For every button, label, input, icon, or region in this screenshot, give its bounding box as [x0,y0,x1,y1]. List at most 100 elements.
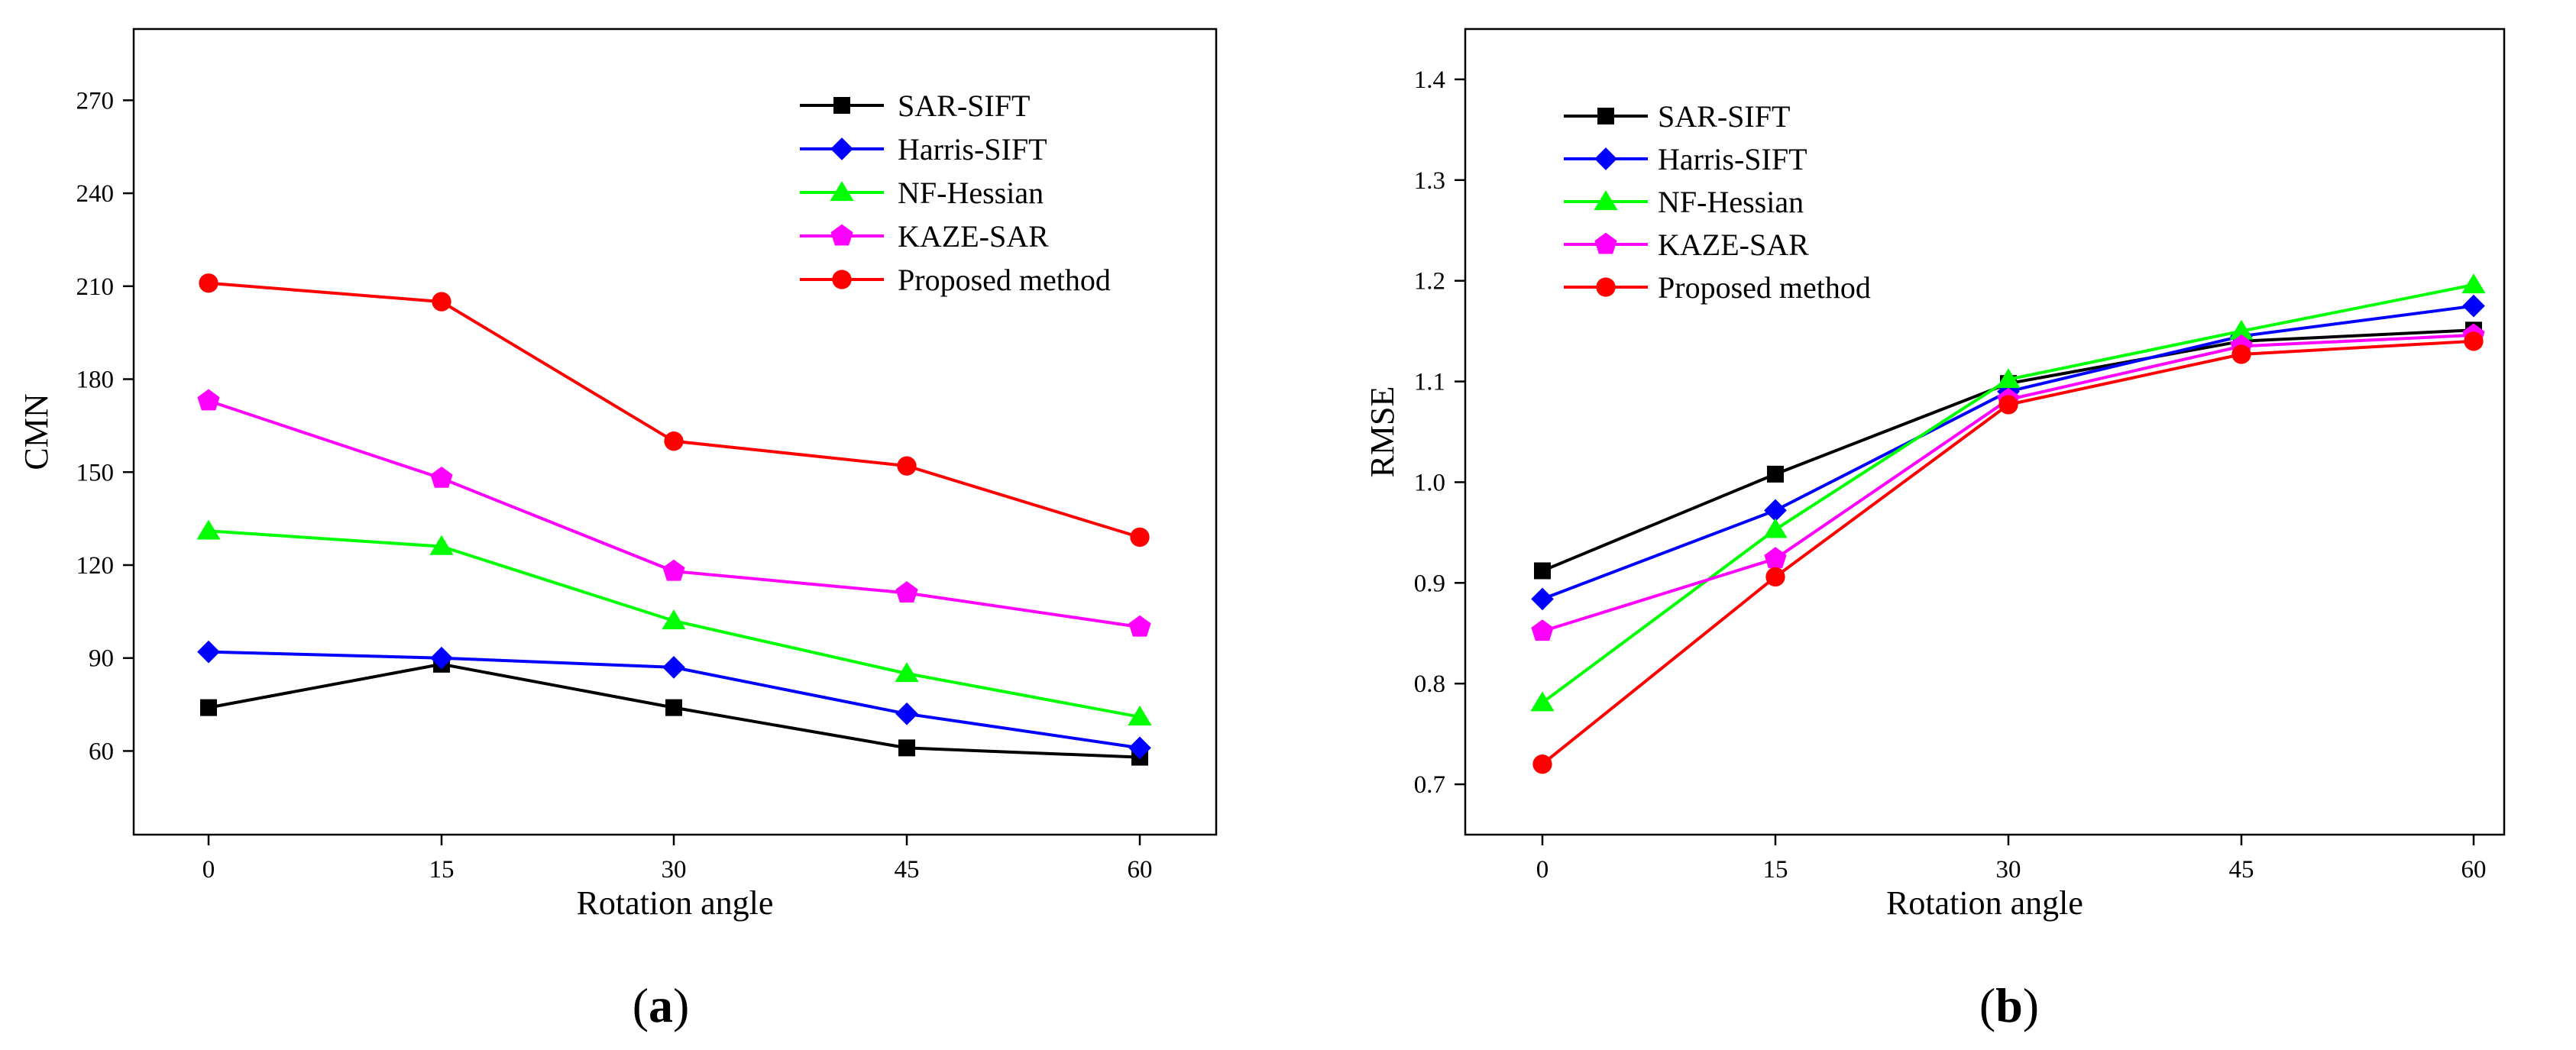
panel-a-x-tick-label: 15 [429,856,455,884]
panel-b-point-nf-hessian [1996,368,2021,389]
panel-b-point-proposed-method [1765,567,1785,587]
panel-b-point-sar-sift [1767,465,1784,483]
panel-a-x-tick-label: 60 [1128,856,1153,884]
panel-a-plot-frame [132,27,1218,836]
panel-b-y-tick-label: 1.3 [1414,167,1445,195]
panel-b-x-tick-label: 15 [1763,856,1788,884]
panel-b-y-tick-label: 1.1 [1414,369,1445,396]
panel-a-caption: (a) [633,978,690,1032]
panel-b-legend-marker-harris-sift [1594,147,1617,170]
panel-b-point-kaze-sar [1764,547,1787,569]
panel-b-y-tick-label: 1.2 [1414,268,1445,296]
panel-b-y-axis-label: RMSE [1364,386,1401,478]
panel-a-legend: SAR-SIFT Harris-SIFT NF-Hessian KAZE-SAR Pro… [800,89,1111,297]
panel-b-legend-marker-kaze-sar [1594,232,1617,254]
panel-a-x-tick-label: 0 [202,856,215,884]
chart-panel-b: 0.7 0.8 0.9 1.0 1.1 1.2 1.3 1.4 0 15 30 45 60 Rotatio… [1364,27,2506,1032]
panel-a-x-tick-label: 45 [895,856,920,884]
panel-a-legend-label-harris-sift: Harris-SIFT [898,132,1047,166]
panel-a-y-tick-label: 210 [76,273,115,301]
panel-b-series-line-sar-sift [1542,328,2474,573]
panel-a-point-kaze-sar [1128,615,1151,637]
panel-a-point-nf-hessian [895,662,919,683]
panel-a-legend-label-proposed-method: Proposed method [898,263,1111,297]
panel-a-y-tick-label: 120 [76,552,115,580]
panel-a-y-tick-label: 150 [76,459,115,486]
panel-a-point-nf-hessian [1128,705,1152,725]
panel-a-point-proposed-method [664,431,684,451]
panel-b-point-kaze-sar [1531,619,1554,641]
panel-a-point-sar-sift [200,699,217,716]
panel-a-point-nf-hessian [196,519,221,540]
panel-a-point-sar-sift [898,739,915,757]
panel-b-legend-label-nf-hessian: NF-Hessian [1658,185,1804,219]
panel-a-point-harris-sift [662,656,685,679]
panel-a-legend-label-nf-hessian: NF-Hessian [898,176,1044,210]
panel-a-y-axis-label: CMN [18,393,55,470]
panel-a-legend-label-kaze-sar: KAZE-SAR [898,219,1049,254]
panel-b-point-nf-hessian [2461,273,2486,294]
panel-b-legend-label-harris-sift: Harris-SIFT [1658,142,1807,176]
panel-b-series-line-nf-hessian [1541,283,2474,704]
panel-a-point-sar-sift [665,699,682,716]
panel-b-point-nf-hessian [2229,319,2254,340]
panel-b-y-tick-label: 0.8 [1414,670,1445,698]
panel-a-point-kaze-sar [662,559,685,581]
panel-a-point-proposed-method [432,292,451,312]
panel-b-caption: (b) [1979,978,2039,1032]
panel-a-point-harris-sift [430,646,453,670]
panel-a-point-kaze-sar [895,581,918,603]
panel-b-y-tick-label: 0.7 [1414,771,1445,799]
panel-b-y-tick-label: 1.4 [1414,66,1445,94]
panel-a-point-harris-sift [895,702,918,725]
panel-b-point-proposed-method [1998,395,2018,415]
panel-a-point-harris-sift [197,640,220,664]
panel-a-point-nf-hessian [662,609,686,630]
panel-b-point-harris-sift [1531,587,1554,611]
panel-b-x-tick-label: 0 [1536,856,1549,884]
panel-a-x-axis-label: Rotation angle [577,884,774,922]
panel-b-y-tick-label: 0.9 [1414,570,1445,597]
panel-a-point-kaze-sar [430,467,453,488]
panel-b-x-tick-label: 45 [2229,856,2254,884]
panel-a-legend-marker-harris-sift [830,137,853,160]
panel-a-y-tick-label: 270 [76,87,115,115]
panel-b-legend-label-sar-sift: SAR-SIFT [1658,99,1790,134]
panel-a-legend-marker-nf-hessian [830,181,854,202]
chart-panel-a: 60 90 120 150 180 210 240 270 0 15 30 45 60 Rotation … [18,27,1218,1032]
panel-b-point-proposed-method [1532,754,1552,774]
panel-b-point-nf-hessian [1763,518,1788,538]
panel-b-legend-label-kaze-sar: KAZE-SAR [1658,228,1809,262]
panel-a-legend-marker-kaze-sar [830,224,853,246]
panel-a-y-tick-label: 90 [89,645,114,673]
panel-a-x-tick-label: 30 [662,856,687,884]
panel-b-legend-label-proposed-method: Proposed method [1658,270,1871,305]
panel-a-point-kaze-sar [197,389,220,411]
panel-b-point-proposed-method [2464,331,2484,351]
panel-a-legend-marker-sar-sift [833,97,850,114]
panel-b-legend-marker-nf-hessian [1594,190,1618,211]
panel-a-y-tick-label: 60 [89,738,114,765]
panel-a-legend-label-sar-sift: SAR-SIFT [898,89,1030,123]
panel-a-point-proposed-method [199,273,218,293]
panel-a-point-nf-hessian [429,535,454,555]
panel-a-y-tick-label: 240 [76,180,115,208]
panel-b-point-harris-sift [1764,499,1787,522]
panel-a-legend-marker-proposed-method [832,270,852,289]
panel-a-y-tick-label: 180 [76,367,115,394]
panel-b-x-tick-label: 30 [1996,856,2021,884]
panel-b-plot-frame [1464,27,2506,836]
panel-b-x-tick-label: 60 [2461,856,2487,884]
panel-a-series-line-proposed-method [208,281,1141,539]
panel-b-legend-marker-sar-sift [1597,108,1614,124]
panel-a-point-harris-sift [1128,736,1151,760]
panel-b-legend-marker-proposed-method [1596,277,1616,297]
panel-b-point-sar-sift [1534,562,1551,580]
panel-b-point-nf-hessian [1530,691,1555,712]
panel-b-legend: SAR-SIFT Harris-SIFT NF-Hessian KAZE-SAR Pro… [1564,99,1871,305]
panel-b-y-tick-label: 1.0 [1414,469,1445,496]
panel-b-point-harris-sift [2462,294,2485,318]
panel-b-x-axis-label: Rotation angle [1886,884,2083,922]
panel-b-point-proposed-method [2231,344,2251,364]
